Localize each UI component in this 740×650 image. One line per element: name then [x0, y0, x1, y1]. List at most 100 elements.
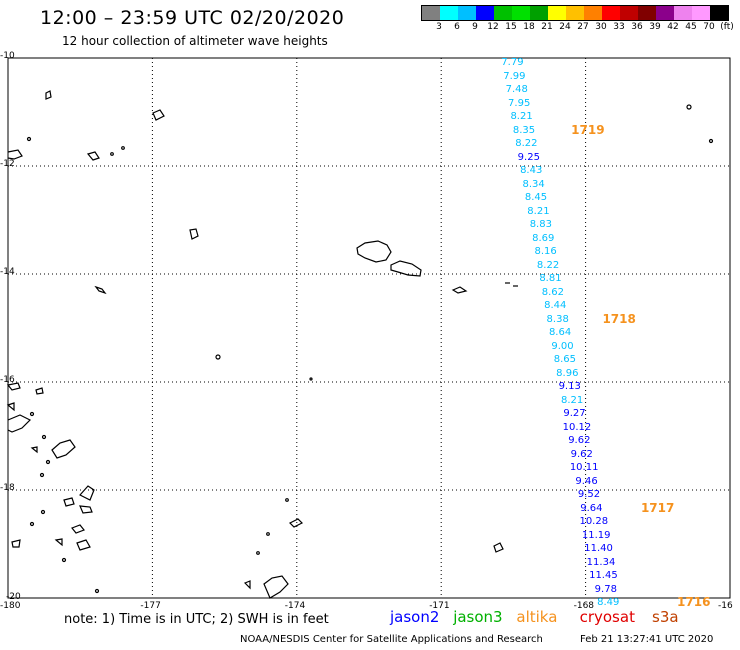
island-lau-14	[76, 539, 91, 551]
colorbar-swatch	[494, 6, 512, 20]
colorbar-label: 21	[541, 22, 553, 32]
island-lau-9	[40, 509, 46, 515]
colorbar-swatch	[422, 6, 440, 20]
colorbar-swatch	[512, 6, 530, 20]
colorbar-label: 27	[577, 22, 589, 32]
pass-number: 1716	[677, 595, 711, 610]
island-lau-10	[29, 521, 35, 527]
units-note: note: 1) Time is in UTC; 2) SWH is in fe…	[64, 612, 329, 627]
island-tonga-4	[243, 580, 251, 590]
swh-value: 7.95	[508, 97, 531, 109]
swh-value: 8.69	[532, 232, 555, 244]
swh-value: 7.48	[505, 84, 528, 96]
colorbar-label: 15	[505, 22, 517, 32]
colorbar-label: (ft)	[720, 22, 734, 32]
colorbar-swatch	[656, 6, 674, 20]
island-futuna-small	[152, 109, 165, 121]
island-nw-2	[26, 136, 32, 142]
island-lau-2	[30, 446, 38, 454]
colorbar-label: 6	[454, 22, 460, 32]
colorbar-label: 36	[631, 22, 643, 32]
x-tick-label: -177	[140, 601, 161, 611]
swh-value: 10.12	[562, 421, 592, 433]
island-lau-7	[63, 497, 75, 507]
island-lau-13	[54, 538, 63, 547]
swh-value: 9.62	[568, 435, 591, 447]
colorbar-label: 12	[487, 22, 499, 32]
colorbar-swatch	[692, 6, 710, 20]
colorbar-swatch	[530, 6, 548, 20]
island-lau-3	[41, 434, 47, 440]
map-subtitle: 12 hour collection of altimeter wave hei…	[62, 34, 328, 48]
pass-number: 1719	[571, 122, 605, 137]
island-nw-5	[110, 152, 114, 156]
x-tick-label: -171	[429, 601, 450, 611]
swh-value: 8.96	[556, 367, 579, 379]
legend-jason2: jason2	[390, 608, 440, 626]
swh-value: 9.46	[575, 475, 598, 487]
swh-value: 8.44	[544, 300, 567, 312]
y-tick-label: -20	[6, 592, 21, 602]
island-lau-4	[45, 459, 51, 465]
island-lau-15	[61, 557, 67, 563]
colorbar-swatch	[476, 6, 494, 20]
swh-value: 8.35	[512, 124, 536, 136]
swh-value: 8.34	[522, 178, 545, 190]
colorbar-swatch	[674, 6, 692, 20]
island-tafahi	[309, 377, 313, 381]
graticule	[8, 58, 730, 598]
map-title: 12:00 – 23:59 UTC 02/20/2020	[40, 7, 345, 29]
swh-value: 9.78	[594, 583, 617, 595]
colorbar-label: 9	[472, 22, 478, 32]
colorbar-swatch	[620, 6, 638, 20]
x-tick-label: -174	[284, 601, 306, 611]
island-nw-4	[86, 151, 100, 161]
colorbar-swatch	[548, 6, 566, 20]
island-lau-6	[79, 485, 95, 501]
swh-value: 8.65	[553, 354, 577, 366]
island-lau-5	[39, 472, 45, 478]
swh-value: 8.49	[597, 597, 620, 609]
swh-value: 8.38	[546, 313, 569, 325]
island-fiji-2	[6, 382, 21, 391]
y-tick-label: -18	[0, 483, 15, 493]
colorbar-label: 18	[523, 22, 535, 32]
swh-value: 8.21	[510, 111, 533, 123]
colorbar-swatch	[566, 6, 584, 20]
island-ne-1	[686, 104, 692, 110]
colorbar-label: 33	[613, 22, 625, 32]
island-tonga-2	[266, 532, 270, 536]
swh-value: 8.81	[539, 273, 562, 285]
colorbar-label: 70	[703, 22, 715, 32]
swh-value: 8.43	[520, 165, 543, 177]
island-tonga-vavau	[288, 518, 304, 528]
island-fiji-1	[7, 414, 32, 433]
swh-value: 8.21	[560, 394, 584, 406]
swh-value: 9.62	[570, 448, 593, 460]
x-tick-label: -16	[718, 601, 733, 611]
colorbar-label: 3	[436, 22, 442, 32]
island-fiji-3	[6, 402, 15, 412]
y-tick-label: -14	[0, 267, 15, 277]
colorbar-swatch	[440, 6, 458, 20]
swh-value: 11.34	[586, 556, 616, 568]
swh-colorbar	[421, 5, 729, 21]
swh-value: 8.16	[534, 246, 557, 258]
colorbar-swatch	[602, 6, 620, 20]
y-tick-label: -12	[0, 159, 15, 169]
island-ne-2	[708, 138, 714, 144]
map-frame	[7, 57, 731, 599]
island-tonga-3	[256, 551, 260, 555]
swh-value: 10.28	[579, 516, 609, 528]
island-nw-6	[121, 146, 125, 150]
swh-value: 8.62	[541, 286, 564, 298]
swh-value: 9.64	[580, 502, 603, 514]
colorbar-label: 39	[649, 22, 661, 32]
swh-value: 9.00	[551, 340, 574, 352]
swh-value: 9.13	[558, 381, 581, 393]
x-tick-label: -168	[573, 601, 595, 611]
swh-value: 9.27	[563, 408, 586, 420]
y-tick-label: -16	[0, 375, 15, 385]
colorbar-swatch	[710, 6, 728, 20]
